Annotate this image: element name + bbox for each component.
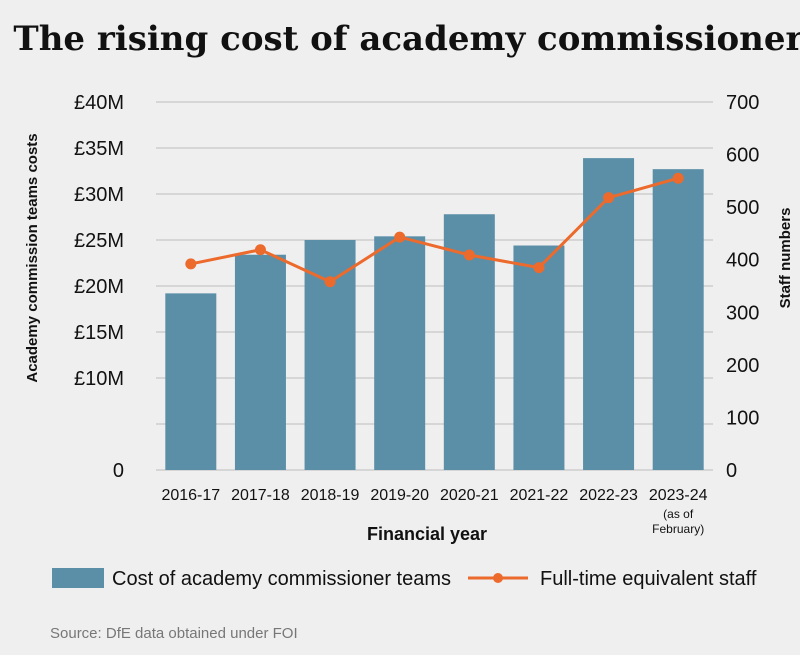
staff-point-2019-20 (394, 231, 406, 243)
y-tick-label: 0 (113, 460, 124, 482)
y-tick-label: £20M (74, 276, 124, 298)
bar-2023-24 (652, 169, 704, 470)
legend-line-marker (493, 573, 503, 583)
y-axis-left-label: Academy commission teams costs (24, 133, 41, 382)
legend-bar-swatch (52, 568, 104, 588)
chart-title: The rising cost of academy commissioners (13, 19, 800, 59)
x-tick-note: February) (652, 522, 704, 536)
y-tick-label: £35M (74, 138, 124, 160)
legend: Cost of academy commissioner teams Full-… (52, 568, 757, 590)
staff-point-2017-18 (254, 244, 266, 256)
source-note: Source: DfE data obtained under FOI (50, 625, 298, 642)
y2-tick-label: 100 (726, 407, 759, 429)
bar-2016-17 (165, 293, 217, 470)
legend-bar-label: Cost of academy commissioner teams (112, 568, 451, 590)
x-tick-label: 2017-18 (231, 487, 290, 504)
staff-line (190, 176, 679, 284)
y-tick-label: £30M (74, 184, 124, 206)
y-tick-label: £10M (74, 368, 124, 390)
staff-point-2022-23 (603, 192, 615, 204)
y-axis-right-label: Staff numbers (777, 208, 794, 309)
y2-tick-label: 500 (726, 197, 759, 219)
x-tick-label: 2018-19 (301, 487, 360, 504)
y2-tick-label: 0 (726, 460, 737, 482)
bars (165, 158, 704, 470)
x-tick-label: 2020-21 (440, 487, 499, 504)
x-tick-label: 2019-20 (370, 487, 429, 504)
x-axis: 2016-17 2017-18 2018-19 2019-20 2020-21 2021-… (161, 487, 707, 536)
staff-point-2020-21 (463, 249, 475, 261)
x-axis-label: Financial year (367, 524, 487, 544)
bar-2021-22 (513, 245, 565, 470)
y-axis-left: 0 £10M £15M £20M £25M £30M £35M £40M (74, 92, 124, 482)
bar-2019-20 (374, 236, 426, 470)
x-tick-label: 2016-17 (161, 487, 220, 504)
y2-tick-label: 200 (726, 355, 759, 377)
bar-2022-23 (583, 158, 635, 470)
y2-tick-label: 300 (726, 302, 759, 324)
x-tick-label: 2022-23 (579, 487, 638, 504)
y-tick-label: £15M (74, 322, 124, 344)
staff-point-2016-17 (185, 258, 197, 270)
staff-point-2018-19 (324, 276, 336, 288)
staff-point-2021-22 (533, 262, 545, 274)
legend-line-label: Full-time equivalent staff (540, 568, 757, 590)
line-series (185, 172, 684, 288)
y-tick-label: £25M (74, 230, 124, 252)
x-tick-note: (as of (663, 507, 694, 521)
y-axis-right: 0 100 200 300 400 500 600 700 (726, 92, 759, 482)
x-tick-label: 2021-22 (510, 487, 569, 504)
bar-2017-18 (234, 254, 286, 470)
staff-point-2023-24 (672, 172, 684, 184)
x-tick-label: 2023-24 (649, 487, 708, 504)
y2-tick-label: 400 (726, 250, 759, 272)
y-tick-label: £40M (74, 92, 124, 114)
y2-tick-label: 700 (726, 92, 759, 114)
y2-tick-label: 600 (726, 145, 759, 167)
